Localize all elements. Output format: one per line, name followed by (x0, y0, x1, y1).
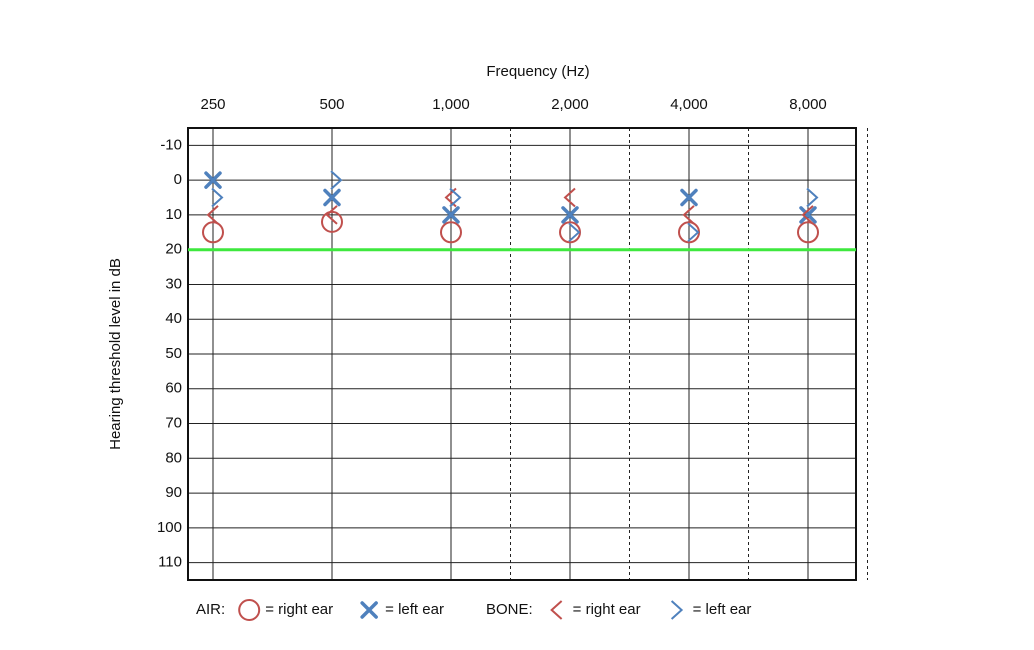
data-point (563, 187, 576, 208)
data-point (799, 206, 817, 224)
data-point (449, 187, 462, 208)
data-point (442, 206, 460, 224)
y-axis-label: Hearing threshold level in dB (107, 258, 124, 450)
x-tick-label: 2,000 (551, 96, 589, 113)
y-tick-label: -10 (160, 136, 182, 153)
legend-label: = right ear (265, 601, 333, 618)
legend-marker (360, 601, 378, 619)
data-point (323, 188, 341, 207)
y-tick-label: 10 (165, 206, 182, 223)
data-point (801, 205, 814, 225)
data-point (682, 205, 695, 225)
data-point (561, 206, 579, 224)
y-tick-label: 0 (174, 171, 182, 188)
y-tick-label: 20 (165, 241, 182, 258)
data-point (206, 205, 219, 225)
data-point (806, 187, 819, 208)
legend-label: = left ear (385, 601, 444, 618)
x-tick-label: 500 (319, 96, 344, 113)
x-tick-label: 1,000 (432, 96, 470, 113)
legend-group-label: AIR: (196, 601, 225, 618)
plot-frame (187, 127, 857, 581)
data-point (797, 221, 819, 244)
y-tick-label: 90 (165, 484, 182, 501)
data-point (568, 222, 581, 243)
y-tick-label: 80 (165, 449, 182, 466)
y-tick-label: 50 (165, 345, 182, 362)
x-tick-label: 4,000 (670, 96, 708, 113)
y-tick-label: 40 (165, 310, 182, 327)
legend-label: = left ear (693, 601, 752, 618)
data-point (325, 205, 338, 225)
data-point (330, 170, 343, 190)
y-tick-label: 60 (165, 380, 182, 397)
data-point (687, 222, 700, 243)
x-axis-label: Frequency (Hz) (486, 63, 589, 80)
y-tick-label: 70 (165, 415, 182, 432)
data-point (211, 187, 224, 208)
y-tick-label: 100 (157, 519, 182, 536)
legend-marker (670, 600, 684, 620)
legend-marker (238, 599, 261, 621)
data-point (204, 171, 222, 189)
data-point (680, 188, 698, 207)
data-point (440, 221, 462, 244)
data-point (321, 210, 343, 233)
legend-marker (550, 600, 563, 620)
x-tick-label: 8,000 (789, 96, 827, 113)
legend-group-label: BONE: (486, 601, 533, 618)
data-point (202, 221, 224, 244)
legend-label: = right ear (573, 601, 641, 618)
y-tick-label: 110 (158, 554, 182, 571)
x-tick-label: 250 (200, 96, 225, 113)
y-tick-label: 30 (165, 275, 182, 292)
